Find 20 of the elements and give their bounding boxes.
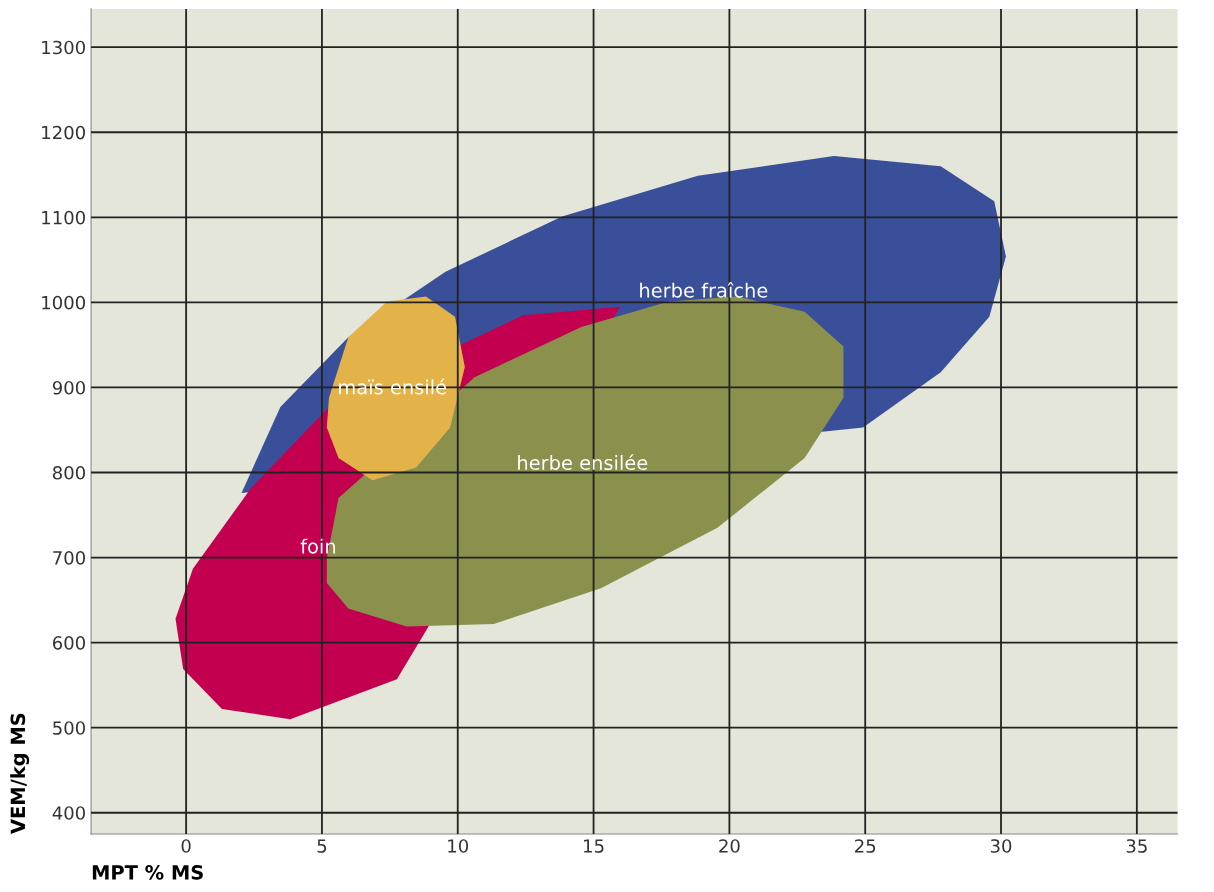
y-tick-label: 1300 <box>42 40 85 55</box>
x-tick-label: 10 <box>448 839 469 853</box>
x-axis-title: MPT % MS <box>92 865 203 880</box>
y-tick-label: 900 <box>52 380 85 395</box>
x-tick-label: 5 <box>317 839 327 853</box>
x-tick-label: 15 <box>584 839 604 853</box>
y-tick-label: 700 <box>53 551 85 565</box>
x-tick-label: 30 <box>990 839 1012 853</box>
y-tick-label: 800 <box>52 465 85 480</box>
x-tick-label: 25 <box>855 839 876 853</box>
y-tick-label: 400 <box>52 806 85 820</box>
x-tick-label: 0 <box>181 839 191 853</box>
y-tick-label: 1000 <box>42 295 85 310</box>
y-axis-title: VEM/kg MS <box>10 713 30 834</box>
x-tick-label: 20 <box>719 839 740 853</box>
x-tick-label: 35 <box>1126 839 1147 853</box>
y-tick-label: 500 <box>53 721 85 735</box>
y-tick-label: 1100 <box>42 210 85 225</box>
y-tick-label: 600 <box>52 636 85 650</box>
y-tick-label: 1200 <box>42 125 85 140</box>
